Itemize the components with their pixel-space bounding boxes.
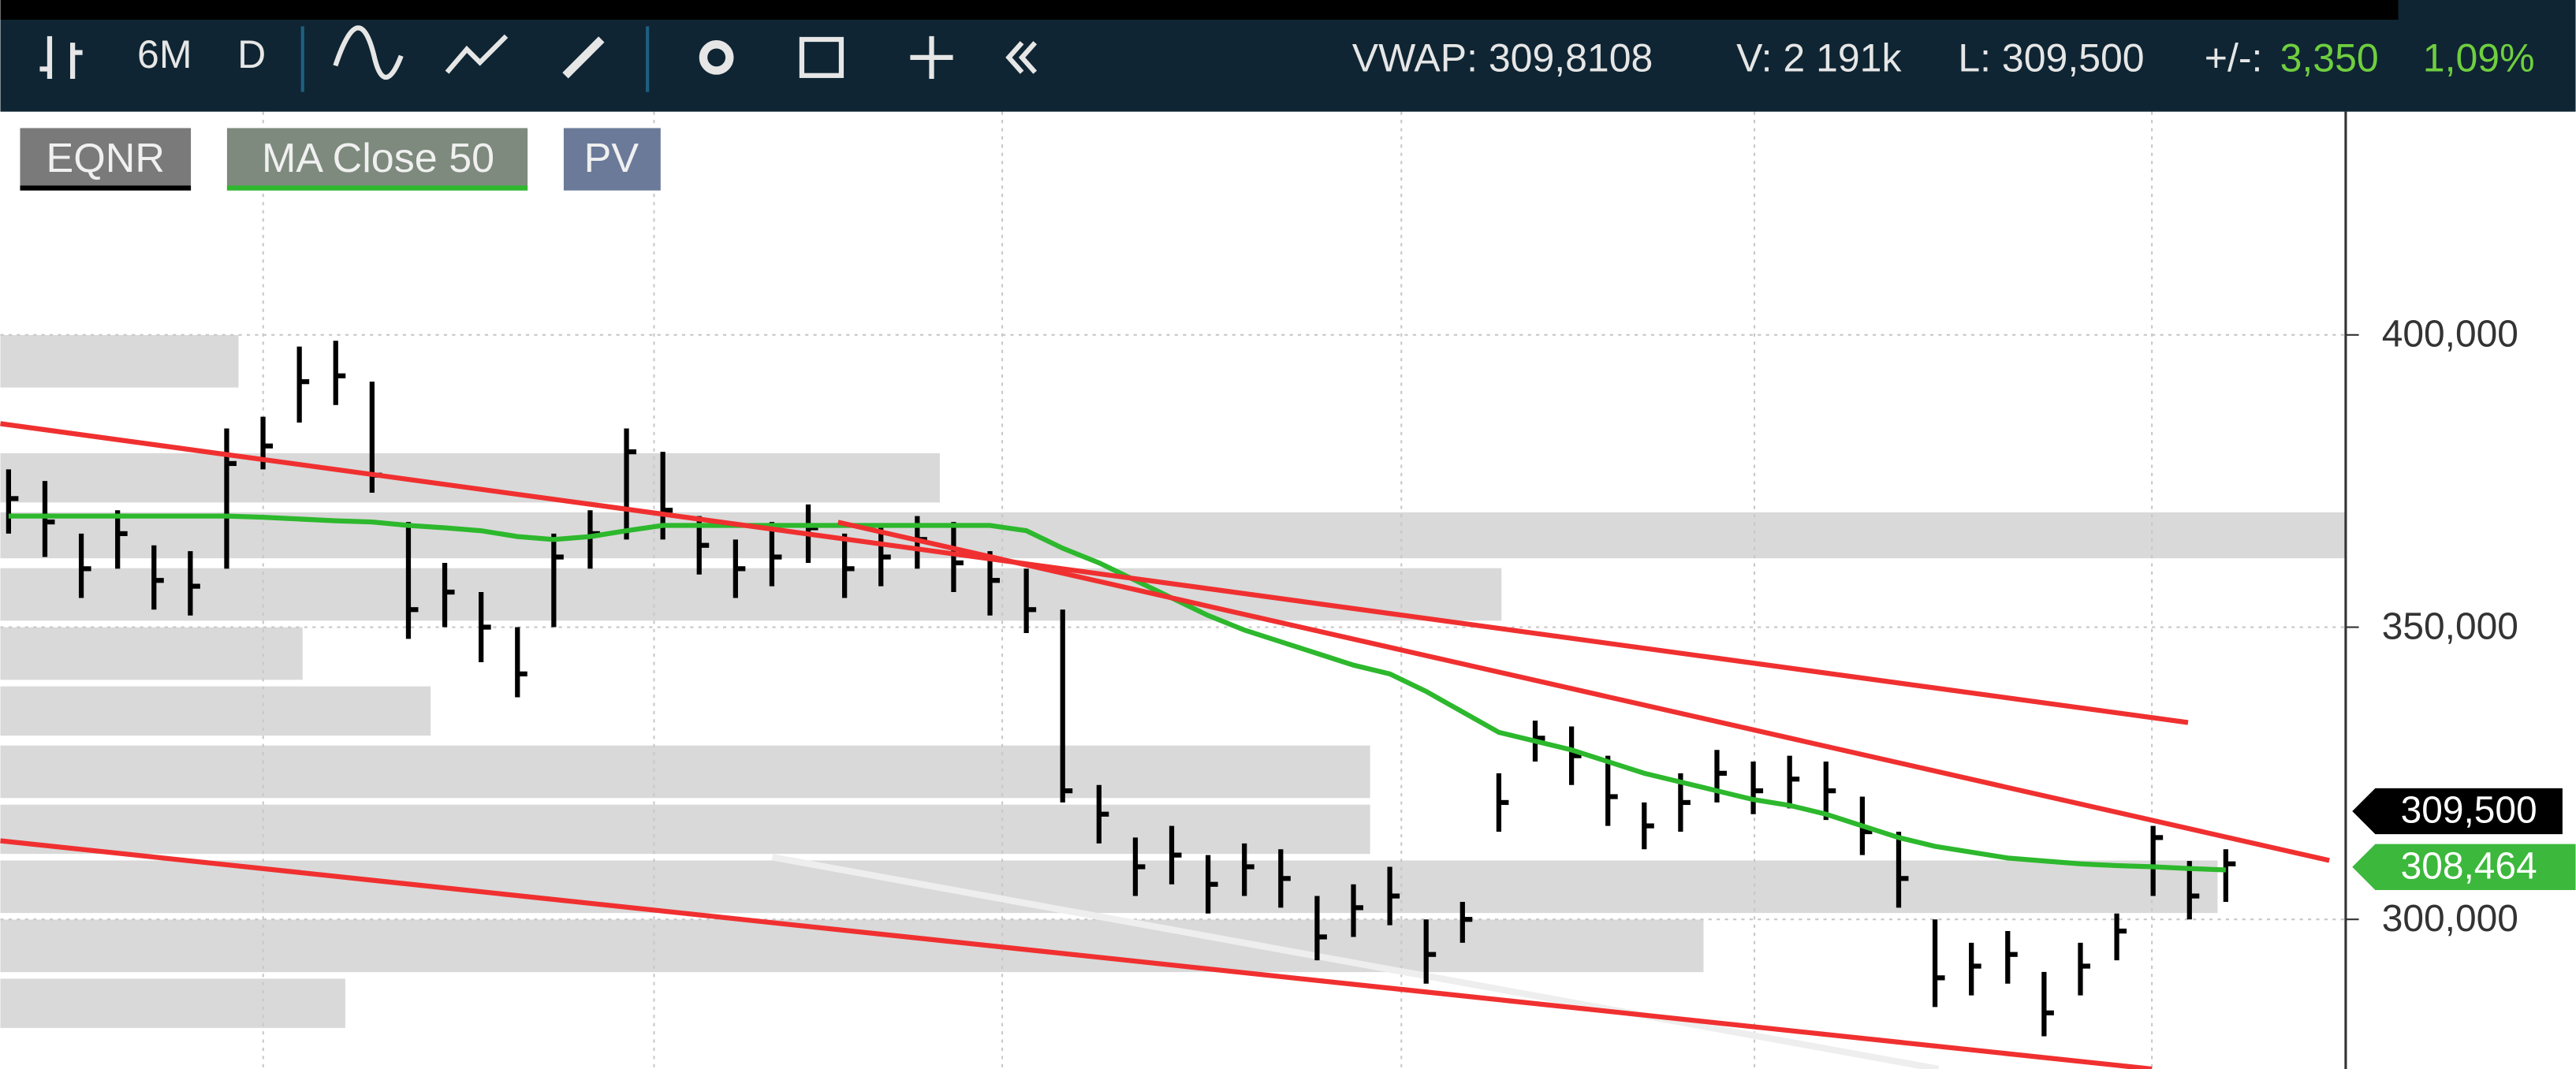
interval-button[interactable]: D (237, 32, 266, 76)
legend-button[interactable] (226, 128, 528, 191)
legend-underline (226, 185, 528, 191)
y-tick-label: 350,000 (2382, 605, 2518, 647)
change-label: +/-: (2205, 35, 2263, 80)
horizontal-grid (0, 333, 2346, 921)
plot (6, 341, 2236, 1037)
legend-button[interactable] (20, 128, 192, 191)
period-button[interactable]: 6M (137, 32, 192, 76)
toolbar-icons (39, 25, 1038, 80)
legend-label: MA Close 50 (262, 136, 494, 181)
indicator-icon[interactable] (333, 25, 404, 80)
y-tick-label: 400,000 (2382, 314, 2518, 356)
drawing-icon[interactable] (445, 34, 509, 74)
top-strip (0, 0, 2399, 20)
bar-type-icon[interactable] (39, 35, 83, 79)
change: 3,350 (2280, 35, 2379, 80)
legend-label: PV (584, 136, 639, 181)
vwap: VWAP: 309,8108 (1352, 35, 1653, 80)
y-tick-label: 300,000 (2382, 898, 2518, 940)
settings-icon[interactable] (699, 40, 734, 75)
ma-line (8, 513, 2226, 873)
legend-button[interactable] (563, 128, 661, 191)
trendlines (0, 421, 2330, 1069)
change-pct: 1,09% (2423, 35, 2535, 80)
crosshair-icon[interactable] (910, 35, 953, 79)
ma-price-tag (2352, 844, 2576, 890)
faint-trendline (771, 854, 1940, 1069)
last-price-tag (2352, 788, 2563, 835)
volume: V: 2 191k (1736, 35, 1902, 80)
legend-underline (20, 185, 192, 191)
collapse-icon[interactable] (1005, 41, 1038, 74)
price-axis: 300,000 350,000 400,000 (2345, 314, 2518, 940)
last: L: 309,500 (1958, 35, 2144, 80)
pencil-icon[interactable] (562, 36, 605, 79)
volume-profile (0, 334, 2346, 1028)
ma-price-label: 308,464 (2401, 846, 2537, 888)
layout-icon[interactable] (799, 36, 844, 78)
last-price-label: 309,500 (2401, 790, 2537, 832)
legend-label: EQNR (47, 136, 165, 181)
